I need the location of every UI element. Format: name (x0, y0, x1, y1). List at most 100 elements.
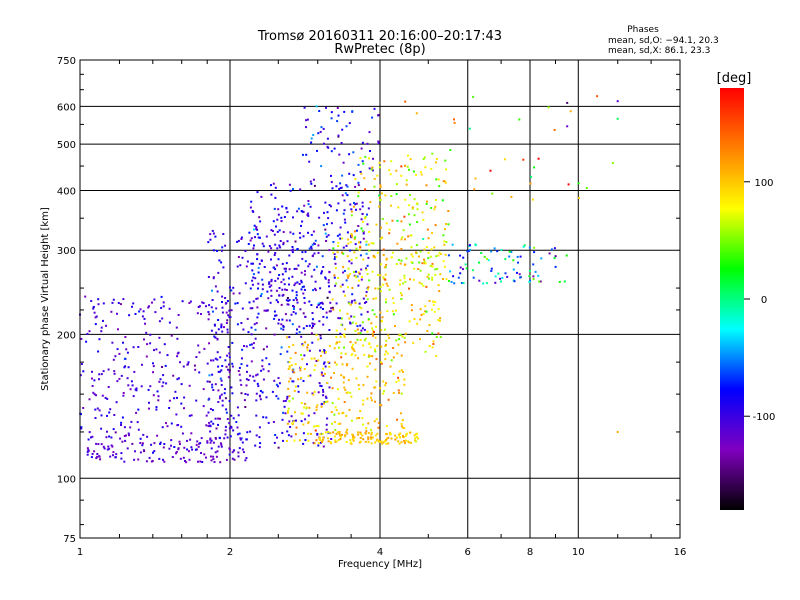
data-point (250, 200, 253, 203)
data-point (282, 278, 285, 281)
data-point (398, 370, 401, 373)
data-point (158, 380, 161, 383)
data-point (395, 381, 398, 384)
data-point (432, 343, 435, 345)
data-point (291, 323, 294, 326)
data-point (377, 439, 380, 442)
data-point (206, 441, 209, 444)
data-point (112, 358, 115, 361)
data-point (358, 306, 361, 309)
data-point (209, 408, 212, 410)
data-point (293, 389, 296, 392)
data-point (128, 314, 131, 317)
data-point (428, 324, 431, 327)
data-point (163, 443, 166, 445)
data-point (354, 243, 357, 246)
data-point (155, 348, 158, 351)
data-point (102, 370, 105, 373)
data-point (394, 438, 397, 441)
data-point (384, 345, 387, 347)
data-point (276, 218, 279, 221)
data-point (150, 443, 153, 446)
data-point (443, 180, 446, 183)
data-point (375, 325, 377, 328)
data-point (225, 322, 228, 324)
data-point (317, 132, 320, 135)
data-point (444, 181, 447, 184)
data-point (352, 343, 354, 346)
data-point (113, 372, 116, 375)
data-point (402, 371, 404, 373)
data-point (292, 232, 295, 235)
data-point (286, 395, 289, 398)
data-point (280, 281, 283, 284)
data-point (152, 394, 155, 397)
data-point (196, 440, 199, 443)
data-point (533, 166, 536, 169)
data-point (112, 298, 115, 301)
data-point (398, 435, 401, 438)
data-point (95, 442, 98, 445)
data-point (203, 453, 206, 456)
data-point (90, 456, 93, 459)
colorbar-tick-label: 100 (754, 178, 773, 189)
data-point (217, 401, 220, 403)
data-point (352, 205, 355, 208)
data-point (360, 268, 363, 271)
data-point (256, 233, 259, 236)
data-point (139, 442, 142, 444)
data-point (198, 371, 201, 374)
data-point (305, 126, 307, 129)
data-point (307, 432, 309, 435)
data-point (431, 276, 434, 279)
data-point (225, 458, 228, 461)
data-point (408, 223, 411, 226)
data-point (374, 348, 376, 351)
data-point (408, 287, 410, 290)
data-point (376, 174, 379, 177)
data-point (312, 441, 315, 444)
data-point (181, 432, 184, 435)
data-point (313, 425, 316, 428)
data-point (221, 301, 223, 303)
data-point (228, 422, 231, 425)
data-point (404, 238, 406, 241)
data-point (86, 450, 89, 453)
data-point (270, 258, 272, 261)
data-point (353, 299, 356, 302)
data-point (134, 388, 137, 391)
data-point (532, 275, 535, 278)
data-point (351, 347, 354, 350)
data-point (132, 395, 135, 398)
data-point (301, 257, 304, 260)
data-point (300, 224, 302, 227)
data-point (252, 346, 255, 349)
x-axis-label: Frequency [MHz] (338, 559, 422, 570)
chart-subtitle: RwPretec (8p) (334, 42, 425, 57)
data-point (359, 170, 362, 173)
data-point (532, 263, 535, 266)
data-point (86, 453, 89, 456)
data-point (336, 107, 339, 109)
data-point (353, 350, 356, 352)
data-point (434, 161, 437, 164)
data-point (426, 228, 429, 231)
data-point (304, 418, 307, 421)
data-point (211, 409, 214, 412)
data-point (432, 340, 435, 343)
data-point (200, 452, 202, 454)
data-point (91, 435, 94, 438)
data-point (303, 297, 306, 299)
data-point (409, 431, 412, 434)
data-point (380, 226, 383, 229)
data-point (329, 432, 332, 435)
data-point (237, 256, 240, 258)
data-point (400, 392, 403, 395)
data-point (310, 137, 313, 140)
data-point (277, 397, 280, 400)
data-point (158, 351, 161, 354)
data-point (299, 366, 302, 369)
data-point (241, 256, 244, 259)
data-point (538, 280, 541, 283)
data-point (216, 450, 219, 453)
